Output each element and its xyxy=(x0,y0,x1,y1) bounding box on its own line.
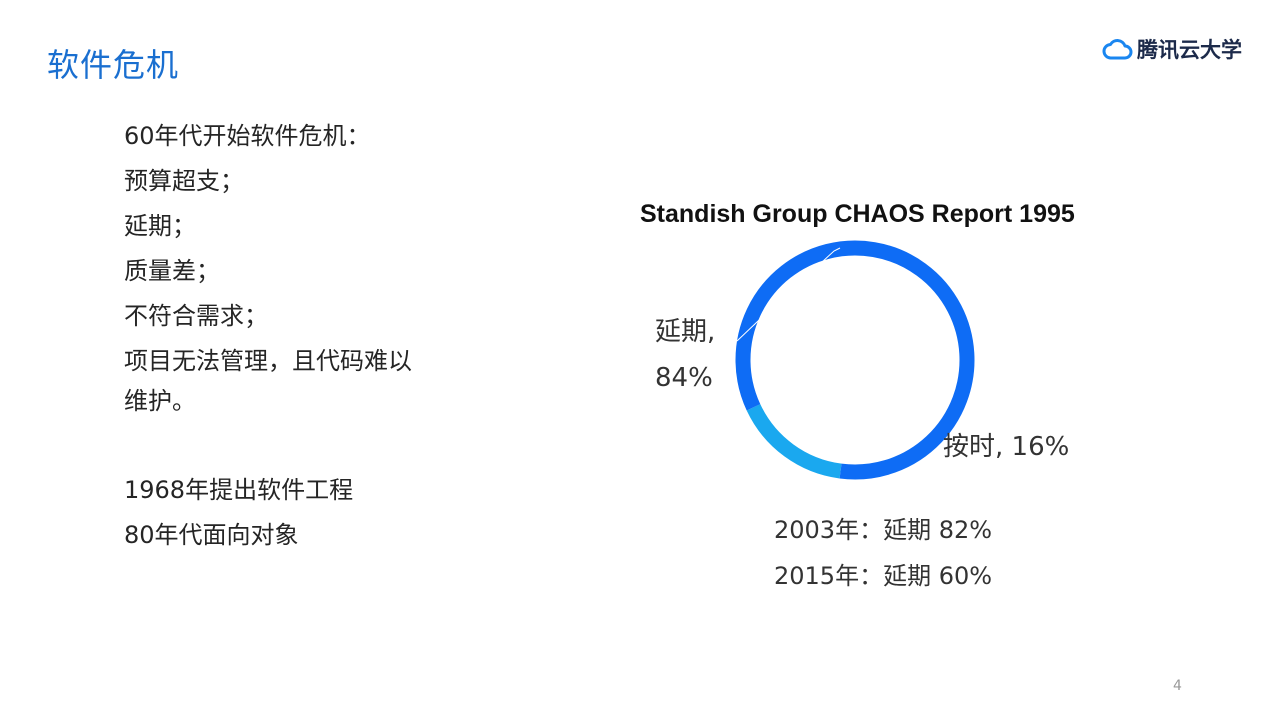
ontime-slice-label: 按时, 16% xyxy=(943,432,1070,462)
crisis-list: 60年代开始软件危机： 预算超支； 延期； 质量差； 不符合需求； 项目无法管理… xyxy=(124,116,434,426)
list-item: 延期； xyxy=(124,212,196,240)
slice-ontime xyxy=(746,404,842,479)
list-item: 60年代开始软件危机： xyxy=(124,122,371,150)
list-item: 预算超支； xyxy=(124,167,244,195)
cloud-icon xyxy=(1102,39,1133,60)
annotation-2015: 2015年：延期 60% xyxy=(774,562,993,590)
late-slice-label: 延期, 84% xyxy=(655,309,715,401)
list-item: 项目无法管理，且代码难以维护。 xyxy=(124,347,412,415)
list-item: 1968年提出软件工程 xyxy=(124,476,354,504)
late-leader-line xyxy=(736,247,841,342)
history-list: 1968年提出软件工程 80年代面向对象 xyxy=(124,470,353,560)
late-label-name: 延期, xyxy=(655,317,716,347)
brand-name: 腾讯云大学 xyxy=(1137,38,1242,62)
list-item: 质量差； xyxy=(124,257,220,285)
brand-logo: 腾讯云大学 xyxy=(1102,34,1242,64)
annotation-2003: 2003年：延期 82% xyxy=(774,516,993,544)
late-label-value: 84% xyxy=(655,363,713,393)
list-item: 不符合需求； xyxy=(124,302,268,330)
slice-late xyxy=(735,240,975,480)
page-number: 4 xyxy=(1173,678,1182,694)
chart-title: Standish Group CHAOS Report 1995 xyxy=(640,200,1075,228)
list-item: 80年代面向对象 xyxy=(124,521,299,549)
slide-title: 软件危机 xyxy=(47,46,180,84)
